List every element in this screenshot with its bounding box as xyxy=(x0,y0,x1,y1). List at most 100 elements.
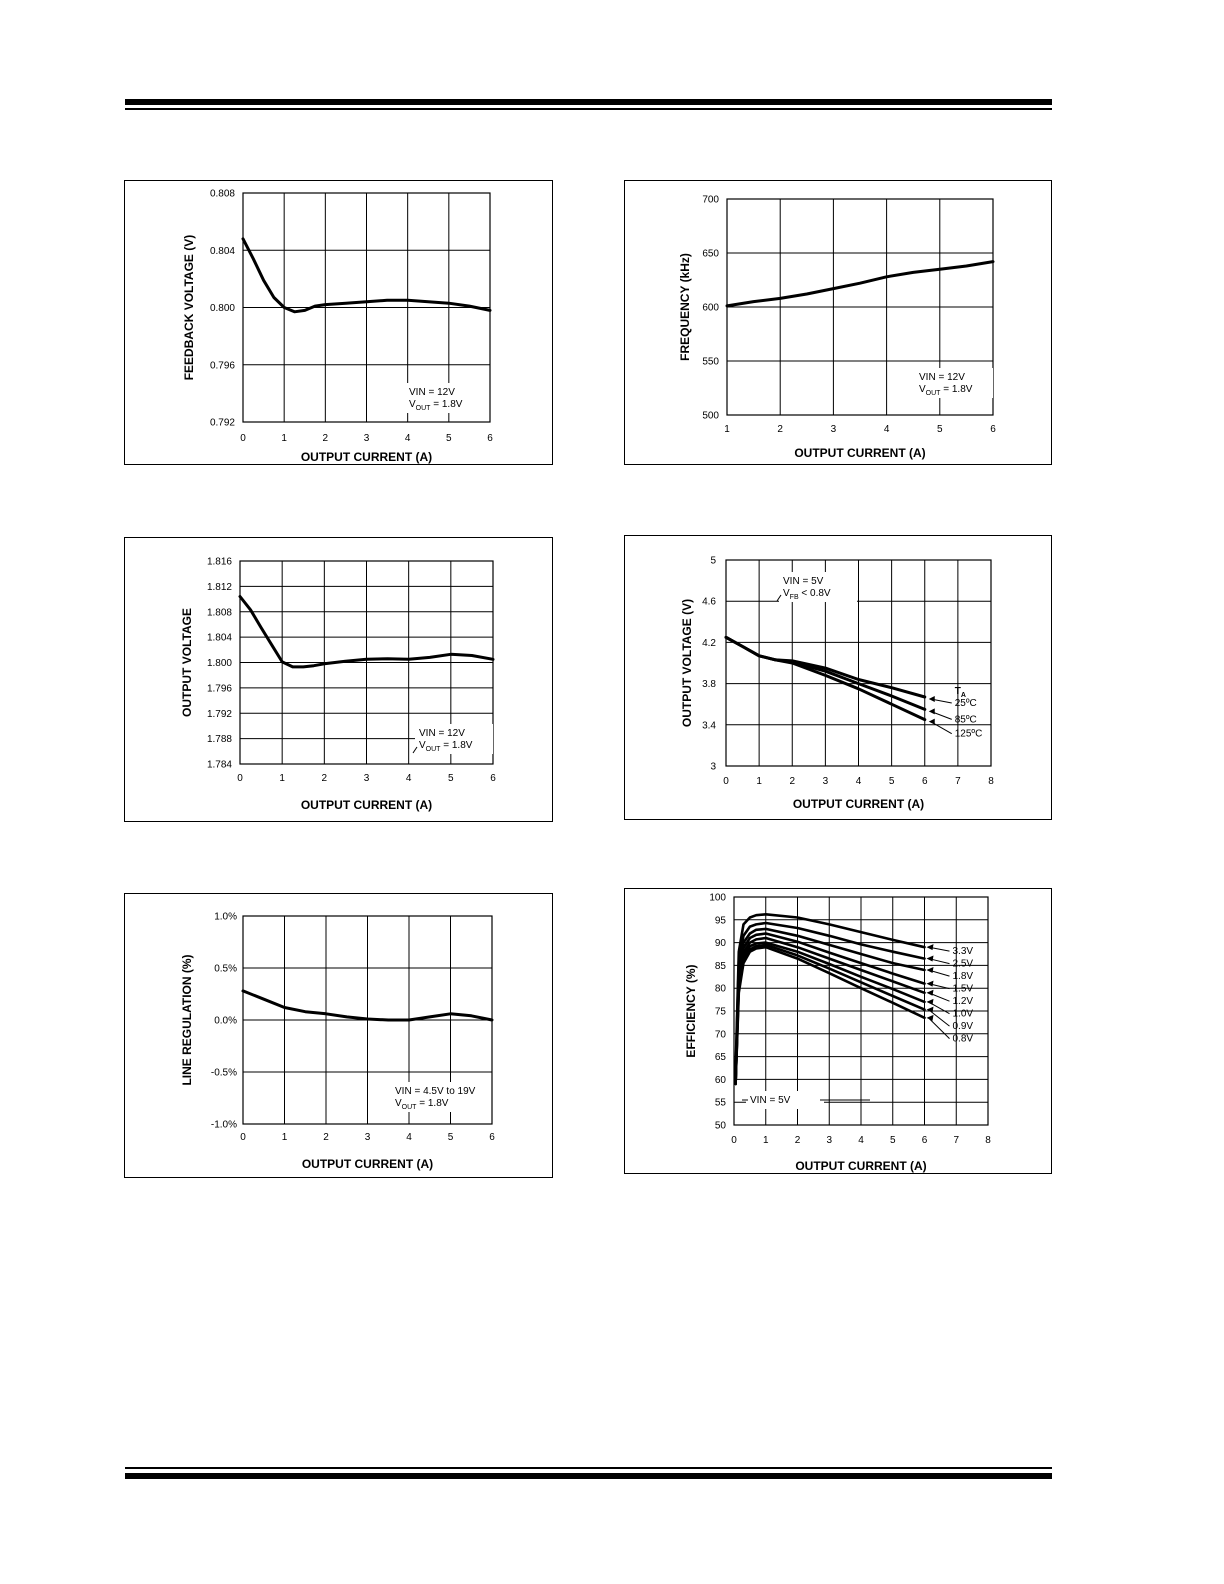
legend-label: 125ºC xyxy=(955,729,983,740)
annotation-main: VIN = 4.5V to 19V xyxy=(395,1086,476,1097)
y-axis-label: OUTPUT VOLTAGE (V) xyxy=(680,599,694,727)
y-tick-label: 90 xyxy=(715,938,727,949)
series-line-0 xyxy=(241,989,494,1022)
annotation-subscript: FB xyxy=(790,594,799,601)
annotation-main: V xyxy=(409,399,416,410)
annotation-subscript: OUT xyxy=(426,746,442,753)
legend-title: TA xyxy=(955,686,966,699)
x-tick-label: 4 xyxy=(406,773,412,784)
legend-arrow-head xyxy=(928,695,935,702)
x-tick-label: 4 xyxy=(856,776,862,787)
annotation-line: VIN = 12V xyxy=(919,372,965,383)
y-tick-label: 70 xyxy=(715,1029,727,1040)
y-tick-label: 500 xyxy=(702,411,719,422)
x-tick-label: 0 xyxy=(731,1135,737,1146)
legend-label: 1.5V xyxy=(953,984,974,995)
x-tick-label: 7 xyxy=(955,776,961,787)
y-tick-label: 4.6 xyxy=(702,597,716,608)
y-tick-label: 1.804 xyxy=(207,633,232,644)
legend-label: 3.3V xyxy=(953,946,974,957)
x-tick-label: 3 xyxy=(364,773,370,784)
annotation-rest: = 1.8V xyxy=(440,740,472,751)
annotation-line: VIN = 5V xyxy=(750,1095,791,1106)
annotation-subscript: OUT xyxy=(416,405,432,412)
annotation-line: VIN = 12V xyxy=(409,387,455,398)
y-tick-label: 55 xyxy=(715,1098,727,1109)
x-tick-label: 0 xyxy=(237,773,243,784)
annotation-main: V xyxy=(395,1098,402,1109)
x-tick-label: 8 xyxy=(985,1135,991,1146)
legend-arrow-head xyxy=(926,966,934,973)
y-tick-label: 600 xyxy=(702,303,719,314)
y-tick-label: 60 xyxy=(715,1075,727,1086)
y-tick-label: 65 xyxy=(715,1052,727,1063)
annotation-background xyxy=(405,383,483,413)
chart-panel-efficiency: 0 1 2 3 4 5 6 7 8 50 55 60 65 70 75 80 85 90 95 100 OUTPUT C… xyxy=(624,888,1052,1174)
y-tick-label: -1.0% xyxy=(211,1120,237,1131)
x-tick-label: 2 xyxy=(789,776,795,787)
y-tick-label: 50 xyxy=(715,1121,727,1132)
x-tick-label: 5 xyxy=(937,424,943,435)
legend-label: 1.0V xyxy=(953,1009,974,1020)
x-tick-label: 5 xyxy=(890,1135,896,1146)
y-tick-label: 1.0% xyxy=(214,912,237,923)
legend-label: 0.8V xyxy=(953,1034,974,1045)
legend-title-subscript: A xyxy=(961,692,966,699)
x-tick-label: 5 xyxy=(889,776,895,787)
legend-label: 1.8V xyxy=(953,971,974,982)
y-tick-label: 95 xyxy=(715,915,727,926)
x-tick-label: 3 xyxy=(364,433,370,444)
legend-arrow-head xyxy=(926,989,934,996)
y-tick-label: -0.5% xyxy=(211,1068,237,1079)
y-tick-label: 1.812 xyxy=(207,582,232,593)
x-tick-label: 6 xyxy=(490,773,496,784)
x-tick-label: 6 xyxy=(489,1132,495,1143)
x-tick-label: 3 xyxy=(365,1132,371,1143)
y-tick-label: 1.808 xyxy=(207,607,232,618)
annotation-subscript: OUT xyxy=(926,390,942,397)
x-tick-label: 4 xyxy=(858,1135,864,1146)
y-tick-label: 100 xyxy=(709,893,726,904)
x-tick-label: 7 xyxy=(953,1135,959,1146)
annotation-main: VIN = 12V xyxy=(409,387,455,398)
x-tick-label: 0 xyxy=(240,1132,246,1143)
footer-rule-thick xyxy=(125,1473,1052,1479)
y-tick-label: 0.808 xyxy=(210,189,235,200)
frequency-chart: 1 2 3 4 5 6 500 550 600 650 700 OUTPUT CURRENT (A) F… xyxy=(678,195,996,461)
x-tick-label: 5 xyxy=(448,773,454,784)
x-tick-label: 5 xyxy=(446,433,452,444)
annotation-rest: < 0.8V xyxy=(799,588,831,599)
y-tick-label: 75 xyxy=(715,1007,727,1018)
x-tick-label: 4 xyxy=(884,424,890,435)
x-axis-label: OUTPUT CURRENT (A) xyxy=(795,1159,926,1173)
series-line-33V xyxy=(734,912,926,1072)
x-axis-label: OUTPUT CURRENT (A) xyxy=(301,450,432,464)
legend-arrow-head xyxy=(926,955,934,962)
y-tick-label: 550 xyxy=(702,357,719,368)
y-axis-label: OUTPUT VOLTAGE xyxy=(180,608,194,717)
header-rule-thick xyxy=(125,99,1052,105)
y-tick-label: 3 xyxy=(710,762,716,773)
chart-panel-output-voltage-vs-temp: 0 1 2 3 4 5 6 7 8 3 3.4 3.8 4.2 4.6 5 OUTPUT CURRENT (A… xyxy=(624,535,1052,820)
line-regulation-chart: 0 1 2 3 4 5 6 -1.0% -0.5% 0.0% 0.5% 1.0% OUTPUT CURR… xyxy=(180,912,495,1172)
footer-rule-thin xyxy=(125,1467,1052,1469)
legend-label: 1.2V xyxy=(953,996,974,1007)
header-rule-thin xyxy=(125,108,1052,110)
annotation-leader-line xyxy=(412,746,418,754)
x-axis-label: OUTPUT CURRENT (A) xyxy=(301,798,432,812)
y-axis-label: FEEDBACK VOLTAGE (V) xyxy=(182,235,196,381)
annotation-line: VOUT = 1.8V xyxy=(919,384,973,397)
annotation-leader-line xyxy=(776,594,782,602)
x-axis-label: OUTPUT CURRENT (A) xyxy=(794,446,925,460)
x-tick-label: 4 xyxy=(406,1132,412,1143)
x-tick-label: 0 xyxy=(240,433,246,444)
legend-arrow-line xyxy=(928,1009,950,1027)
x-tick-label: 4 xyxy=(405,433,411,444)
annotation-main: VIN = 5V xyxy=(750,1095,791,1106)
legend-arrow-head xyxy=(926,944,934,951)
annotation-background xyxy=(779,572,857,602)
x-tick-label: 1 xyxy=(282,1132,288,1143)
y-tick-label: 4.2 xyxy=(702,638,716,649)
chart-panel-output-voltage: 0 1 2 3 4 5 6 1.784 1.788 1.792 1.796 1.800 1.804 1.8… xyxy=(124,537,553,822)
series-line-08V xyxy=(734,945,926,1086)
